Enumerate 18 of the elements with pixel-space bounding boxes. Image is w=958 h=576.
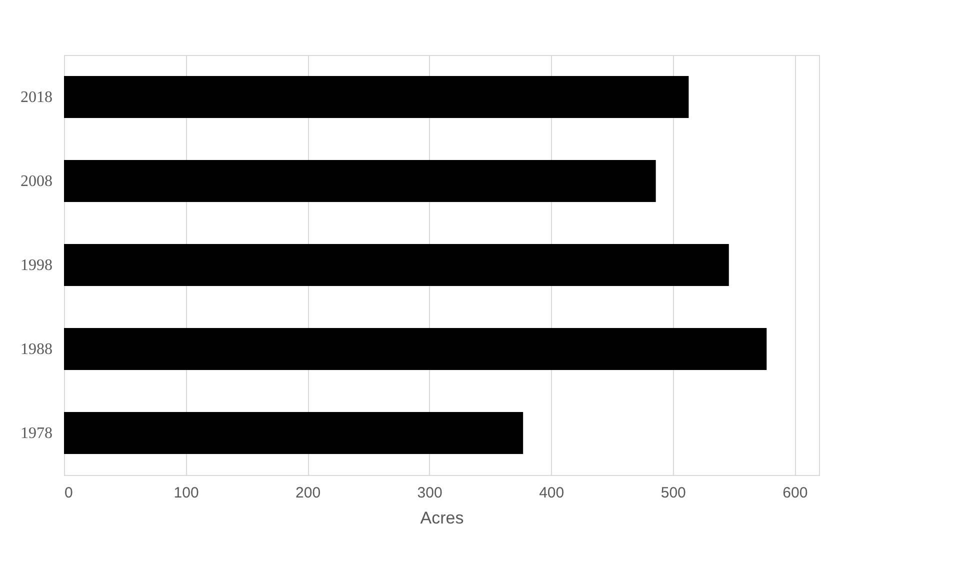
x-axis-title: Acres (420, 508, 464, 528)
bar (64, 76, 689, 118)
bar (64, 160, 656, 202)
bar (64, 328, 767, 370)
y-tick-label: 1988 (20, 341, 52, 358)
y-tick-label: 2018 (20, 89, 52, 106)
y-tick-label: 1998 (20, 257, 52, 274)
x-tick-label: 300 (417, 484, 442, 502)
x-tick-label: 600 (782, 484, 808, 502)
x-tick-label: 200 (296, 484, 321, 502)
x-tick-label: 0 (64, 484, 73, 502)
bar (64, 412, 524, 454)
bar (64, 244, 729, 286)
x-tick-label: 500 (660, 484, 686, 502)
y-tick-label: 2008 (20, 173, 52, 190)
y-tick-label: 1978 (20, 425, 52, 442)
x-tick-label: 100 (174, 484, 199, 502)
x-tick-label: 400 (539, 484, 564, 502)
